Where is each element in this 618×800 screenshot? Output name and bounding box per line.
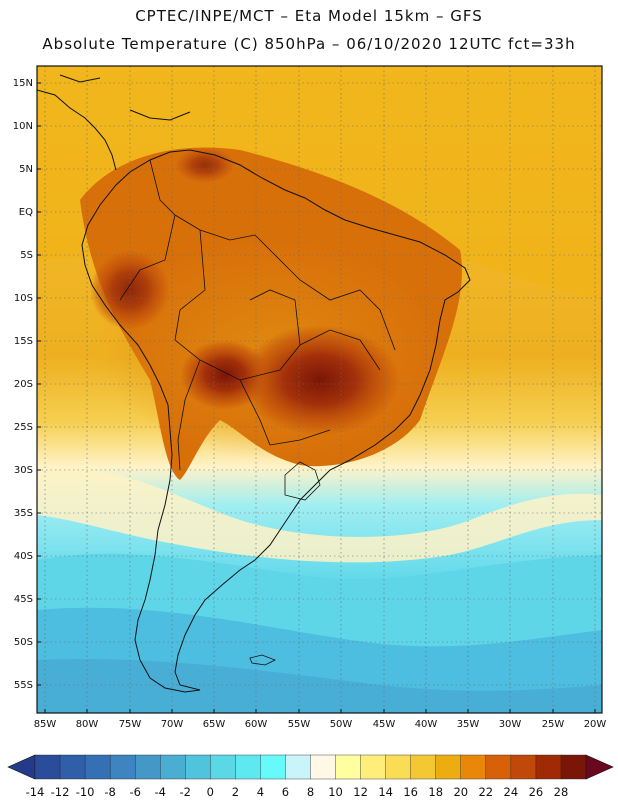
colorbar-swatch bbox=[34, 754, 61, 780]
hot-core-andes bbox=[90, 250, 170, 330]
colorbar-swatch bbox=[160, 754, 186, 780]
colorbar-label: -2 bbox=[180, 785, 191, 799]
lon-label: 55W bbox=[288, 719, 311, 730]
colorbar-label: 18 bbox=[428, 785, 443, 799]
colorbar-label: -4 bbox=[154, 785, 165, 799]
lat-label: 10S bbox=[14, 293, 33, 304]
lon-label: 85W bbox=[34, 719, 57, 730]
colorbar-swatch bbox=[335, 754, 362, 780]
lat-label: 45S bbox=[14, 594, 33, 605]
colorbar-label: 28 bbox=[554, 785, 569, 799]
colorbar-label: 2 bbox=[232, 785, 239, 799]
colorbar-label: 4 bbox=[257, 785, 264, 799]
lat-label: 30S bbox=[14, 465, 33, 476]
coldest-band bbox=[37, 659, 602, 713]
colorbar: -14 -12 -10 -8 -6 -4 -2 0 2 4 6 8 10 12 14 16 18 20 22 24 26… bbox=[7, 754, 614, 799]
colorbar-swatch bbox=[260, 754, 287, 780]
colorbar-swatch bbox=[535, 754, 562, 780]
lon-label: 30W bbox=[499, 719, 522, 730]
lat-label: EQ bbox=[19, 207, 33, 218]
colorbar-label: 26 bbox=[529, 785, 544, 799]
colorbar-swatch bbox=[485, 754, 512, 780]
lon-label: 65W bbox=[203, 719, 226, 730]
colorbar-label: -10 bbox=[76, 785, 95, 799]
colorbar-label: 22 bbox=[478, 785, 493, 799]
colorbar-label: 16 bbox=[403, 785, 418, 799]
chart-title-line-1: CPTEC/INPE/MCT – Eta Model 15km – GFS bbox=[135, 7, 483, 25]
lat-label: 10N bbox=[13, 121, 33, 132]
lat-label: 15S bbox=[14, 336, 33, 347]
lon-label: 25W bbox=[542, 719, 565, 730]
lon-label: 20W bbox=[584, 719, 607, 730]
chart-title-line-2: Absolute Temperature (C) 850hPa – 06/10/… bbox=[42, 35, 576, 53]
lat-label: 25S bbox=[14, 422, 33, 433]
transition-band bbox=[37, 468, 602, 563]
colorbar-swatches bbox=[34, 754, 587, 780]
colorbar-swatch bbox=[360, 754, 387, 780]
colorbar-label: -14 bbox=[26, 785, 45, 799]
colorbar-under-arrow bbox=[7, 754, 36, 780]
central-america-coastline bbox=[37, 74, 191, 171]
hot-core-east bbox=[240, 325, 400, 435]
colorbar-label: 8 bbox=[307, 785, 314, 799]
latitude-axis: 15N 10N 5N EQ 5S 10S 15S 20S 25S 30S 35S… bbox=[13, 78, 41, 691]
lon-label: 60W bbox=[245, 719, 268, 730]
colorbar-label: -8 bbox=[104, 785, 115, 799]
colorbar-label: 10 bbox=[328, 785, 343, 799]
colorbar-swatch bbox=[84, 754, 111, 780]
colorbar-swatch bbox=[560, 754, 587, 780]
colorbar-label: 12 bbox=[353, 785, 368, 799]
lon-label: 50W bbox=[330, 719, 353, 730]
colorbar-labels: -14 -12 -10 -8 -6 -4 -2 0 2 4 6 8 10 12 14 16 18 20 22 24 26… bbox=[26, 785, 569, 799]
falkland-islands bbox=[249, 654, 276, 666]
colorbar-swatch bbox=[510, 754, 537, 780]
colorbar-label: 24 bbox=[504, 785, 519, 799]
lat-label: 35S bbox=[14, 508, 33, 519]
colorbar-label: -12 bbox=[51, 785, 70, 799]
lat-label: 50S bbox=[14, 637, 33, 648]
lat-label: 40S bbox=[14, 551, 33, 562]
lat-label: 20S bbox=[14, 379, 33, 390]
south-america-coastline bbox=[81, 149, 471, 693]
lat-label: 15N bbox=[13, 78, 33, 89]
colorbar-swatch bbox=[410, 754, 437, 780]
colorbar-swatch bbox=[460, 754, 487, 780]
lat-label: 5S bbox=[20, 250, 33, 261]
hot-core-west bbox=[180, 340, 270, 410]
colorbar-over-arrow bbox=[585, 754, 614, 780]
colorbar-label: 14 bbox=[378, 785, 393, 799]
plot-frame bbox=[36, 65, 603, 714]
lon-label: 75W bbox=[119, 719, 142, 730]
colorbar-label: -6 bbox=[129, 785, 140, 799]
lat-label: 55S bbox=[14, 680, 33, 691]
lon-label: 40W bbox=[415, 719, 438, 730]
country-borders bbox=[119, 159, 396, 501]
colorbar-swatch bbox=[134, 754, 161, 780]
colorbar-swatch bbox=[235, 754, 262, 780]
colorbar-swatch bbox=[435, 754, 462, 780]
lat-label: 5N bbox=[19, 164, 33, 175]
lon-label: 80W bbox=[76, 719, 99, 730]
colorbar-swatch bbox=[185, 754, 211, 780]
longitude-axis: 85W 80W 75W 70W 65W 60W 55W 50W 45W 40W … bbox=[34, 709, 607, 730]
colorbar-swatch bbox=[385, 754, 412, 780]
colorbar-swatch bbox=[310, 754, 337, 780]
hot-core-north bbox=[175, 147, 235, 183]
colorbar-swatch bbox=[109, 754, 136, 780]
colorbar-swatch bbox=[210, 754, 236, 780]
colorbar-label: 20 bbox=[453, 785, 468, 799]
colorbar-label: 6 bbox=[282, 785, 289, 799]
colorbar-label: 0 bbox=[207, 785, 214, 799]
temperature-field bbox=[37, 66, 602, 713]
lon-label: 70W bbox=[161, 719, 184, 730]
colorbar-swatch bbox=[285, 754, 312, 780]
lon-label: 45W bbox=[373, 719, 396, 730]
lon-label: 35W bbox=[457, 719, 480, 730]
colorbar-swatch bbox=[59, 754, 86, 780]
